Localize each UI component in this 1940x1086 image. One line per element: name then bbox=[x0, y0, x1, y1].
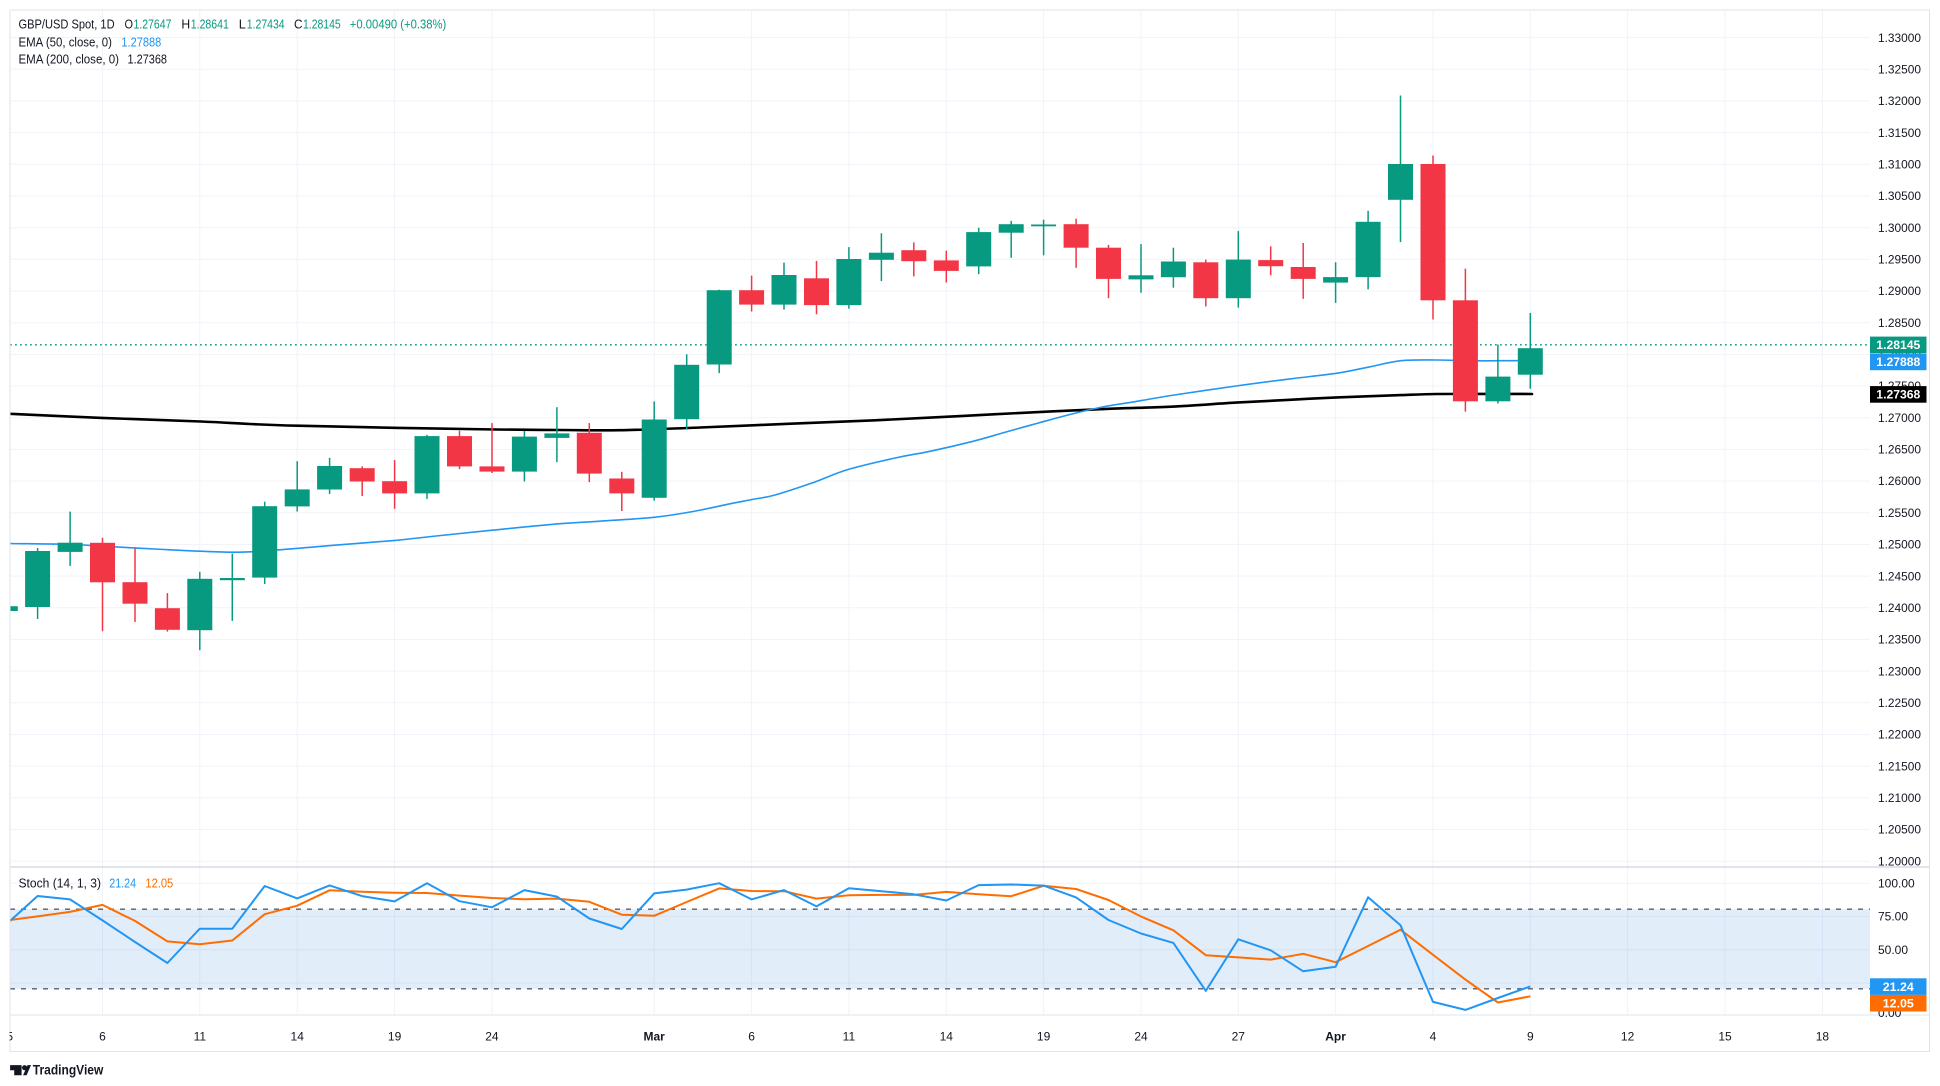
svg-text:1.25000: 1.25000 bbox=[1878, 538, 1921, 552]
svg-text:Apr: Apr bbox=[1325, 1030, 1346, 1044]
svg-text:1.27888: 1.27888 bbox=[1876, 355, 1920, 369]
svg-text:19: 19 bbox=[388, 1030, 402, 1044]
svg-text:C: C bbox=[294, 17, 303, 32]
svg-text:1.27888: 1.27888 bbox=[121, 35, 161, 50]
svg-text:1.20000: 1.20000 bbox=[1878, 854, 1921, 868]
svg-text:L: L bbox=[239, 17, 246, 32]
svg-text:9: 9 bbox=[1527, 1030, 1534, 1044]
svg-text:1.27368: 1.27368 bbox=[1876, 388, 1920, 402]
svg-text:H: H bbox=[181, 17, 190, 32]
svg-text:1.28145: 1.28145 bbox=[303, 17, 341, 32]
svg-text:1.31500: 1.31500 bbox=[1878, 126, 1921, 140]
svg-text:1.30000: 1.30000 bbox=[1878, 221, 1921, 235]
svg-text:+0.00490 (+0.38%): +0.00490 (+0.38%) bbox=[350, 17, 447, 32]
svg-text:EMA (50, close, 0): EMA (50, close, 0) bbox=[19, 35, 112, 50]
svg-text:1.28641: 1.28641 bbox=[191, 17, 229, 32]
svg-text:50.00: 50.00 bbox=[1878, 943, 1908, 957]
svg-text:12.05: 12.05 bbox=[1883, 997, 1914, 1011]
svg-text:1.23000: 1.23000 bbox=[1878, 664, 1921, 678]
svg-text:1.22500: 1.22500 bbox=[1878, 696, 1921, 710]
svg-text:11: 11 bbox=[843, 1030, 856, 1044]
svg-text:Mar: Mar bbox=[644, 1030, 666, 1044]
svg-text:6: 6 bbox=[99, 1030, 106, 1044]
svg-text:18: 18 bbox=[1816, 1030, 1830, 1044]
svg-text:1.31000: 1.31000 bbox=[1878, 158, 1921, 172]
svg-text:4: 4 bbox=[1430, 1030, 1437, 1044]
svg-text:24: 24 bbox=[485, 1030, 499, 1044]
svg-text:1.21500: 1.21500 bbox=[1878, 759, 1921, 773]
svg-text:1.24000: 1.24000 bbox=[1878, 601, 1921, 615]
svg-text:15: 15 bbox=[1718, 1030, 1732, 1044]
svg-text:5: 5 bbox=[6, 1030, 13, 1044]
svg-text:1.21000: 1.21000 bbox=[1878, 791, 1921, 805]
svg-text:1.29000: 1.29000 bbox=[1878, 284, 1921, 298]
svg-text:75.00: 75.00 bbox=[1878, 910, 1908, 924]
svg-text:O: O bbox=[125, 17, 134, 32]
svg-text:1.28145: 1.28145 bbox=[1876, 338, 1920, 352]
svg-text:1.27000: 1.27000 bbox=[1878, 411, 1921, 425]
svg-text:1.32000: 1.32000 bbox=[1878, 94, 1921, 108]
svg-text:1.23500: 1.23500 bbox=[1878, 633, 1921, 647]
svg-text:EMA (200, close, 0): EMA (200, close, 0) bbox=[19, 52, 120, 67]
svg-text:19: 19 bbox=[1037, 1030, 1051, 1044]
svg-text:14: 14 bbox=[291, 1030, 305, 1044]
svg-text:6: 6 bbox=[748, 1030, 755, 1044]
svg-text:1.32500: 1.32500 bbox=[1878, 63, 1921, 77]
svg-text:1.27647: 1.27647 bbox=[134, 17, 172, 32]
svg-text:Stoch (14, 1, 3): Stoch (14, 1, 3) bbox=[19, 876, 102, 891]
svg-text:11: 11 bbox=[194, 1030, 207, 1044]
svg-text:21.24: 21.24 bbox=[1883, 980, 1914, 994]
svg-text:24: 24 bbox=[1134, 1030, 1148, 1044]
svg-text:1.27434: 1.27434 bbox=[247, 17, 285, 32]
svg-text:100.00: 100.00 bbox=[1878, 876, 1915, 890]
svg-text:1.20500: 1.20500 bbox=[1878, 823, 1921, 837]
svg-text:21.24: 21.24 bbox=[109, 876, 136, 891]
svg-text:TradingView: TradingView bbox=[33, 1062, 104, 1077]
svg-text:27: 27 bbox=[1232, 1030, 1246, 1044]
svg-text:1.27368: 1.27368 bbox=[128, 52, 168, 67]
svg-text:1.28500: 1.28500 bbox=[1878, 316, 1921, 330]
svg-text:1.26500: 1.26500 bbox=[1878, 443, 1921, 457]
svg-text:14: 14 bbox=[940, 1030, 954, 1044]
svg-text:GBP/USD Spot, 1D: GBP/USD Spot, 1D bbox=[19, 17, 115, 32]
svg-text:1.24500: 1.24500 bbox=[1878, 569, 1921, 583]
svg-text:1.30500: 1.30500 bbox=[1878, 189, 1921, 203]
svg-text:1.22000: 1.22000 bbox=[1878, 728, 1921, 742]
svg-text:1.29500: 1.29500 bbox=[1878, 253, 1921, 267]
svg-text:1.26000: 1.26000 bbox=[1878, 474, 1921, 488]
svg-text:12: 12 bbox=[1621, 1030, 1635, 1044]
svg-text:12.05: 12.05 bbox=[145, 876, 173, 891]
svg-text:1.25500: 1.25500 bbox=[1878, 506, 1921, 520]
svg-text:1.33000: 1.33000 bbox=[1878, 31, 1921, 45]
